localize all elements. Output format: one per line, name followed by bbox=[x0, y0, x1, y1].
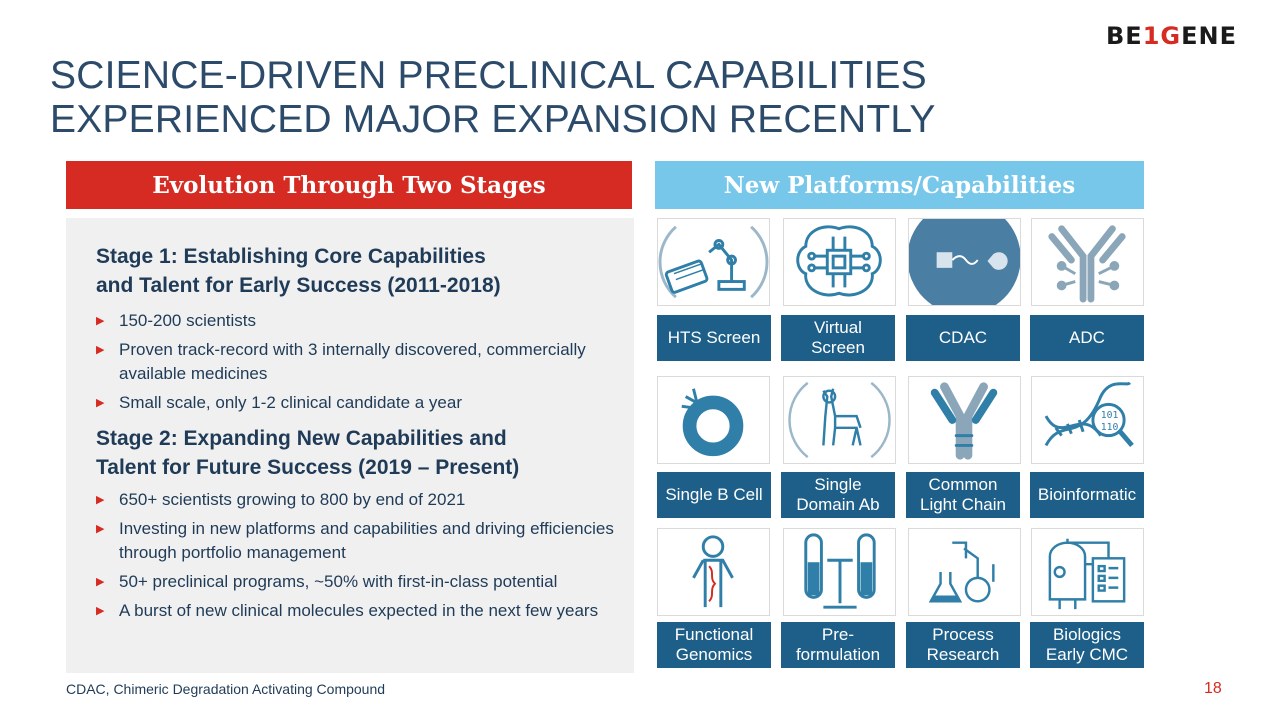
molecule-link-icon bbox=[908, 218, 1021, 306]
beigene-logo: BE1GENE bbox=[1106, 22, 1237, 50]
stage-1-title-line-2: and Talent for Early Success (2011-2018) bbox=[96, 274, 501, 297]
evolution-header: Evolution Through Two Stages bbox=[66, 161, 632, 209]
stage-2-title: Stage 2: Expanding New Capabilities and … bbox=[96, 424, 519, 482]
tile-virtual-screen: Virtual Screen bbox=[781, 315, 895, 361]
tile-biologics-early-cmc: Biologics Early CMC bbox=[1030, 622, 1144, 668]
stage-1-bullet: ▶ 150-200 scientists bbox=[96, 309, 626, 333]
stage-1-bullet: ▶ Small scale, only 1-2 clinical candidat… bbox=[96, 391, 626, 415]
bullet-arrow-icon: ▶ bbox=[96, 397, 105, 409]
bullet-arrow-icon: ▶ bbox=[96, 576, 105, 588]
lab-flask-icon bbox=[908, 528, 1021, 616]
stage-2-bullet: ▶ 50+ preclinical programs, ~50% with fir… bbox=[96, 570, 626, 594]
llama-icon bbox=[783, 376, 896, 464]
light-chain-antibody-icon bbox=[908, 376, 1021, 464]
binary-text: 110 bbox=[1101, 422, 1119, 433]
stage-2-title-line-2: Talent for Future Success (2019 – Presen… bbox=[96, 456, 520, 479]
brain-chip-icon bbox=[783, 218, 896, 306]
stage-2-bullet: ▶ 650+ scientists growing to 800 by end o… bbox=[96, 488, 626, 512]
stage-2-bullet-list: ▶ 650+ scientists growing to 800 by end o… bbox=[96, 488, 626, 628]
stage-2-bullet: ▶ A burst of new clinical molecules expec… bbox=[96, 599, 626, 623]
antibody-icon bbox=[1031, 218, 1144, 306]
stage-1-title: Stage 1: Establishing Core Capabilities … bbox=[96, 242, 501, 300]
b-cell-ring-icon bbox=[657, 376, 770, 464]
tile-single-domain-ab: Single Domain Ab bbox=[781, 472, 895, 518]
bullet-arrow-icon: ▶ bbox=[96, 523, 105, 535]
bullet-arrow-icon: ▶ bbox=[96, 315, 105, 327]
page-title-line-2: EXPERIENCED MAJOR EXPANSION RECENTLY bbox=[50, 98, 936, 141]
bullet-arrow-icon: ▶ bbox=[96, 344, 105, 356]
tile-process-research: Process Research bbox=[906, 622, 1020, 668]
stage-2-title-line-1: Stage 2: Expanding New Capabilities and bbox=[96, 427, 507, 450]
platforms-header: New Platforms/Capabilities bbox=[655, 161, 1144, 209]
bioreactor-icon bbox=[1031, 528, 1144, 616]
tile-hts-screen: HTS Screen bbox=[657, 315, 771, 361]
tile-functional-genomics: Functional Genomics bbox=[657, 622, 771, 668]
page-number: 18 bbox=[1204, 680, 1222, 697]
tile-adc: ADC bbox=[1030, 315, 1144, 361]
footnote: CDAC, Chimeric Degradation Activating Co… bbox=[66, 681, 386, 697]
test-tubes-icon bbox=[783, 528, 896, 616]
stage-1-title-line-1: Stage 1: Establishing Core Capabilities bbox=[96, 245, 486, 268]
page-title-line-1: SCIENCE-DRIVEN PRECLINICAL CAPABILITIES bbox=[50, 54, 927, 97]
stage-1-bullet: ▶ Proven track-record with 3 internally d… bbox=[96, 340, 586, 383]
bullet-arrow-icon: ▶ bbox=[96, 605, 105, 617]
stage-2-bullet: ▶ Investing in new platforms and capabili… bbox=[96, 519, 614, 562]
dna-binary-icon: 101 110 bbox=[1031, 376, 1144, 464]
bullet-arrow-icon: ▶ bbox=[96, 494, 105, 506]
tile-common-light-chain: Common Light Chain bbox=[906, 472, 1020, 518]
robot-arm-icon bbox=[657, 218, 770, 306]
evolution-panel bbox=[66, 218, 634, 673]
tile-bioinformatic: Bioinformatic bbox=[1030, 472, 1144, 518]
tile-single-b-cell: Single B Cell bbox=[657, 472, 771, 518]
tile-cdac: CDAC bbox=[906, 315, 1020, 361]
stage-1-bullet-list: ▶ 150-200 scientists ▶ Proven track-record… bbox=[96, 309, 626, 420]
binary-text: 101 bbox=[1101, 410, 1119, 421]
page-title: SCIENCE-DRIVEN PRECLINICAL CAPABILITIES … bbox=[50, 54, 936, 142]
child-dna-icon bbox=[657, 528, 770, 616]
tile-pre-formulation: Pre- formulation bbox=[781, 622, 895, 668]
